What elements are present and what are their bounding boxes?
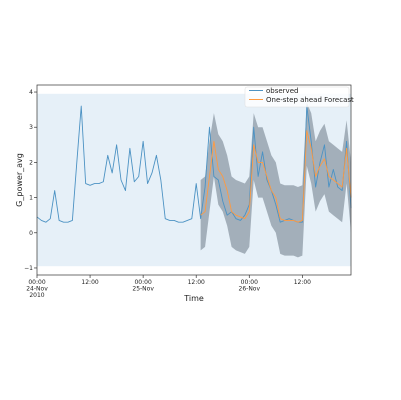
confidence-band <box>200 102 351 258</box>
x-tick-label: 12:00 <box>294 279 311 286</box>
legend-box <box>244 86 350 108</box>
axes-frame <box>36 84 352 276</box>
y-tick-label: 1 <box>29 195 33 202</box>
x-tick-label: 00:00 <box>241 279 258 286</box>
plot-frame <box>36 84 352 276</box>
legend-label-observed: observed <box>266 87 298 95</box>
x-tick-label: 26-Nov <box>239 286 261 293</box>
legend: observed One-step ahead Forecast <box>244 86 354 108</box>
x-axis-label: Time <box>183 294 204 303</box>
y-axis-label: G_power_avg <box>15 153 24 207</box>
series-layer <box>36 105 352 223</box>
y-tick-label: −1 <box>24 265 33 272</box>
y-axis-ticks: −1 0 1 2 3 4 <box>24 89 37 272</box>
confidence-band-layer <box>200 102 351 258</box>
x-tick-label: 12:00 <box>188 279 205 286</box>
y-tick-label: 3 <box>29 124 33 131</box>
y-tick-label: 2 <box>29 159 33 166</box>
forecast-line <box>200 130 352 223</box>
y-tick-label: 4 <box>29 89 33 96</box>
legend-label-forecast: One-step ahead Forecast <box>266 96 354 104</box>
x-tick-label: 00:00 <box>134 279 151 286</box>
x-tick-label: 12:00 <box>81 279 98 286</box>
y-tick-label: 0 <box>29 230 33 237</box>
x-tick-label: 2010 <box>29 292 44 299</box>
x-tick-label: 24-Nov <box>26 286 48 293</box>
x-tick-label: 25-Nov <box>132 286 154 293</box>
x-tick-label: 00:00 <box>28 279 45 286</box>
